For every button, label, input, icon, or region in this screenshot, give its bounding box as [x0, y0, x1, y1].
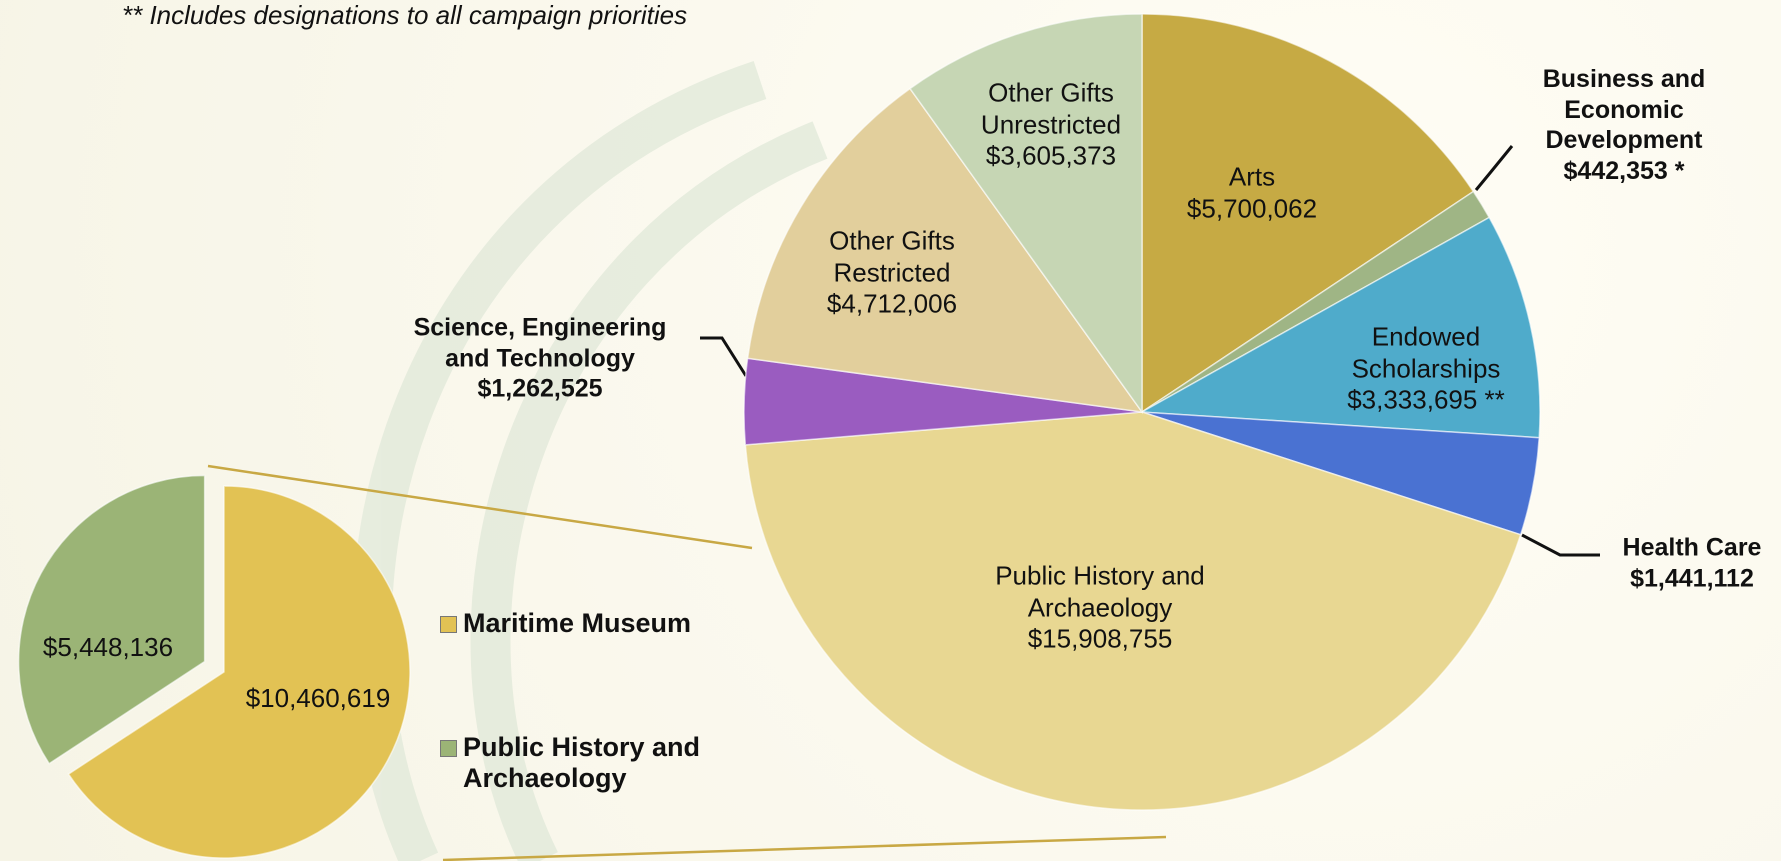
slice-label: Other Gifts Restricted $4,712,006: [792, 225, 992, 320]
note: ** Includes designations to all campaign…: [122, 0, 688, 30]
pie-slice: [744, 411, 1522, 811]
legend-swatch: [440, 740, 457, 757]
pie-slice: [908, 13, 1143, 415]
slice-value: $15,908,755: [1027, 623, 1173, 654]
slice-label: Health Care $1,441,112: [1602, 533, 1781, 594]
slice-name: Endowed Scholarships: [1351, 321, 1501, 384]
slice-value: $10,460,619: [245, 683, 391, 714]
legend-entry: Maritime Museum: [440, 608, 760, 639]
leader-line: [1521, 533, 1600, 557]
slice-name: Business and Economic Development: [1542, 65, 1706, 154]
pie-slice: [746, 87, 1144, 413]
pie-slice: [1139, 216, 1541, 439]
slice-label: $10,460,619: [218, 683, 418, 715]
slice-label: Business and Economic Development $442,35…: [1524, 64, 1724, 186]
leader-line: [1474, 145, 1514, 191]
slice-value: $1,441,112: [1630, 564, 1754, 592]
slice-value: $442,353 *: [1563, 156, 1685, 185]
leader-line: [700, 336, 748, 377]
slice-name: Other Gifts Restricted: [829, 225, 955, 288]
slice-label: $5,448,136: [8, 632, 208, 664]
legend-entry: Public History and Archaeology: [440, 732, 760, 794]
connector-line: [442, 835, 1167, 861]
leaders: [700, 145, 1600, 557]
slice-label: Public History and Archaeology $15,908,75…: [950, 560, 1250, 655]
connectors: [207, 464, 1167, 861]
pie-slice: [17, 474, 206, 765]
slice-label: Other Gifts Unrestricted $3,605,373: [951, 77, 1151, 172]
slice-value: $5,700,062: [1186, 193, 1318, 223]
pie-slice: [67, 485, 411, 859]
legend-swatch: [440, 616, 457, 633]
slice-label: Science, Engineering and Technology $1,26…: [390, 312, 690, 404]
slice-name: Science, Engineering and Technology: [413, 313, 667, 372]
slice-name: Other Gifts Unrestricted: [980, 77, 1122, 140]
slice-label: Arts $5,700,062: [1152, 161, 1352, 224]
pie-slice: [1141, 13, 1475, 414]
slice-value: $5,448,136: [42, 632, 174, 663]
slice-value: $1,262,525: [477, 374, 603, 403]
slice-label: Endowed Scholarships $3,333,695 **: [1326, 321, 1526, 416]
slice-value: $4,712,006: [826, 288, 958, 319]
legend-label: Maritime Museum: [463, 608, 692, 638]
slice-value: $3,333,695 **: [1347, 384, 1505, 415]
slice-name: Arts: [1228, 161, 1276, 192]
legend-label: Public History and Archaeology: [463, 732, 701, 793]
slice-name: Public History and Archaeology: [995, 560, 1205, 623]
slice-name: Health Care: [1622, 533, 1762, 562]
background-arc: [470, 121, 828, 861]
slice-value: $3,605,373: [985, 140, 1117, 171]
connector-line: [207, 464, 753, 550]
